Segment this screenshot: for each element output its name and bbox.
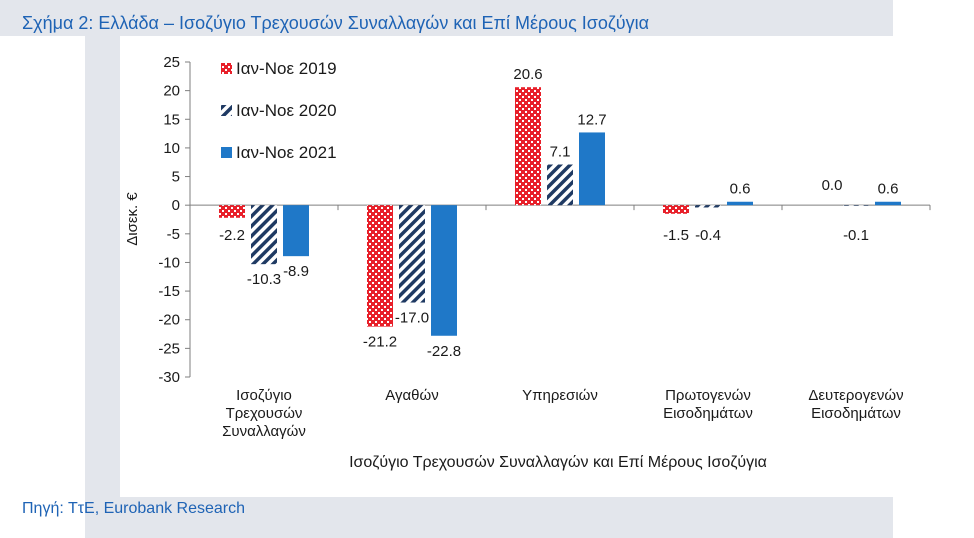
bar-2-2 xyxy=(399,205,425,303)
legend-label-1: Ιαν-Νοε 2019 xyxy=(236,59,337,78)
legend-swatch-2 xyxy=(221,105,232,116)
data-label: 0.6 xyxy=(878,181,899,198)
y-tick-label: -5 xyxy=(167,226,180,243)
bar-1-3 xyxy=(515,87,541,206)
data-label: -8.9 xyxy=(283,263,309,280)
data-label: -0.4 xyxy=(695,227,721,244)
data-label: 0.6 xyxy=(730,181,751,198)
bar-1-2 xyxy=(367,205,393,327)
footer-band xyxy=(85,497,893,538)
figure-title: Σχήμα 2: Ελλάδα – Ισοζύγιο Τρεχουσών Συν… xyxy=(22,13,650,33)
data-label: -1.5 xyxy=(663,227,689,244)
bar-3-5 xyxy=(875,201,901,206)
category-label: Δευτερογενών Εισοδημάτων xyxy=(808,387,903,422)
bar-1-4 xyxy=(663,205,689,214)
y-tick-label: 15 xyxy=(163,111,180,128)
bar-2-3 xyxy=(547,164,573,206)
category-label: Ισοζύγιο Τρεχουσών Συναλλαγών xyxy=(222,387,306,440)
y-tick-label: 20 xyxy=(163,83,180,100)
y-tick-label: 5 xyxy=(172,169,180,186)
bar-2-1 xyxy=(251,205,277,265)
data-label: -22.8 xyxy=(427,343,461,360)
data-label: -17.0 xyxy=(395,310,429,327)
bar-3-3 xyxy=(579,132,605,206)
legend-label-3: Ιαν-Νοε 2021 xyxy=(236,143,337,162)
category-label: Υπηρεσιών xyxy=(522,387,598,404)
source-note: Πηγή: ΤτΕ, Eurobank Research xyxy=(22,500,246,517)
y-tick-label: -25 xyxy=(158,340,180,357)
y-tick-label: 0 xyxy=(172,197,180,214)
data-label: -21.2 xyxy=(363,334,397,351)
category-label: Πρωτογενών Εισοδημάτων xyxy=(663,387,753,422)
bar-1-1 xyxy=(219,205,245,218)
x-axis-title: Ισοζύγιο Τρεχουσών Συναλλαγών και Επί Μέ… xyxy=(349,454,767,471)
legend-swatch-3 xyxy=(221,147,232,158)
y-tick-label: -30 xyxy=(158,369,180,386)
legend-swatch-1 xyxy=(221,63,232,74)
left-band xyxy=(85,36,120,497)
bar-3-4 xyxy=(727,201,753,206)
data-label: 7.1 xyxy=(550,144,571,161)
data-label: 20.6 xyxy=(513,66,542,83)
y-tick-label: 10 xyxy=(163,140,180,157)
y-tick-label: -10 xyxy=(158,254,180,271)
legend-label-2: Ιαν-Νοε 2020 xyxy=(236,101,337,120)
y-tick-label: 25 xyxy=(163,54,180,71)
category-label: Αγαθών xyxy=(385,387,438,404)
bar-3-2 xyxy=(431,205,457,336)
data-label: 0.0 xyxy=(822,177,843,194)
data-label: -10.3 xyxy=(247,271,281,288)
header-band xyxy=(0,0,893,36)
data-label: -0.1 xyxy=(843,227,869,244)
bar-2-5 xyxy=(843,205,869,206)
y-tick-label: -15 xyxy=(158,283,180,300)
bar-2-4 xyxy=(695,205,721,208)
y-axis-title: Δισεκ. € xyxy=(124,192,141,246)
data-label: -2.2 xyxy=(219,227,245,244)
data-label: 12.7 xyxy=(577,111,606,128)
y-tick-label: -20 xyxy=(158,312,180,329)
bar-3-1 xyxy=(283,205,309,257)
